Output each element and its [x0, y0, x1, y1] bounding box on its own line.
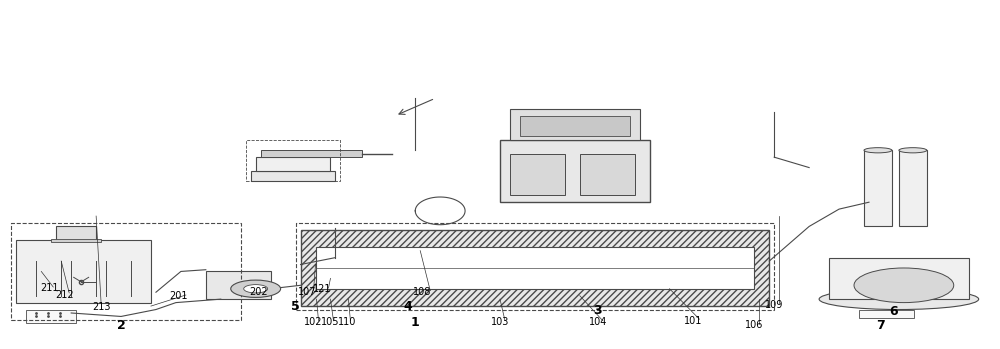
Text: 212: 212 — [55, 290, 74, 300]
Bar — [859, 310, 914, 318]
Text: 102: 102 — [304, 317, 323, 327]
Bar — [316, 247, 754, 289]
Bar — [206, 272, 271, 299]
Circle shape — [854, 268, 954, 303]
Bar — [301, 230, 769, 306]
Bar — [51, 239, 101, 242]
Bar — [16, 240, 151, 303]
Text: 5: 5 — [291, 300, 300, 313]
Text: 101: 101 — [684, 315, 703, 326]
Text: 108: 108 — [413, 287, 431, 297]
Bar — [296, 223, 774, 310]
Text: 106: 106 — [745, 320, 763, 330]
Text: 6: 6 — [890, 305, 898, 318]
Text: 213: 213 — [92, 302, 110, 312]
Text: 103: 103 — [491, 317, 509, 327]
Bar — [829, 258, 969, 299]
Text: 1: 1 — [411, 316, 420, 329]
Bar — [256, 157, 330, 171]
Bar — [864, 150, 892, 227]
Text: 104: 104 — [589, 317, 607, 327]
Bar — [11, 223, 241, 320]
Text: 3: 3 — [593, 304, 602, 317]
Bar — [500, 140, 650, 202]
Circle shape — [231, 280, 281, 297]
Text: 4: 4 — [404, 299, 413, 313]
Text: 109: 109 — [765, 300, 783, 310]
Bar — [520, 116, 630, 136]
Bar — [510, 109, 640, 140]
Bar — [246, 140, 340, 181]
Bar — [261, 150, 362, 157]
Bar — [580, 154, 635, 195]
Text: 202: 202 — [249, 287, 268, 297]
Text: 121: 121 — [313, 284, 332, 295]
Text: 201: 201 — [170, 291, 188, 302]
Text: 7: 7 — [877, 319, 885, 332]
Text: 110: 110 — [338, 317, 357, 327]
Bar — [56, 227, 96, 240]
Text: 2: 2 — [117, 319, 125, 332]
Circle shape — [244, 284, 268, 293]
Text: 107: 107 — [298, 287, 317, 297]
Bar — [251, 171, 335, 181]
Ellipse shape — [819, 289, 979, 310]
Text: 211: 211 — [40, 283, 59, 293]
Text: 105: 105 — [321, 317, 340, 327]
Bar — [899, 150, 927, 227]
Bar — [26, 310, 76, 324]
Ellipse shape — [899, 148, 927, 153]
Bar — [510, 154, 565, 195]
Ellipse shape — [864, 148, 892, 153]
